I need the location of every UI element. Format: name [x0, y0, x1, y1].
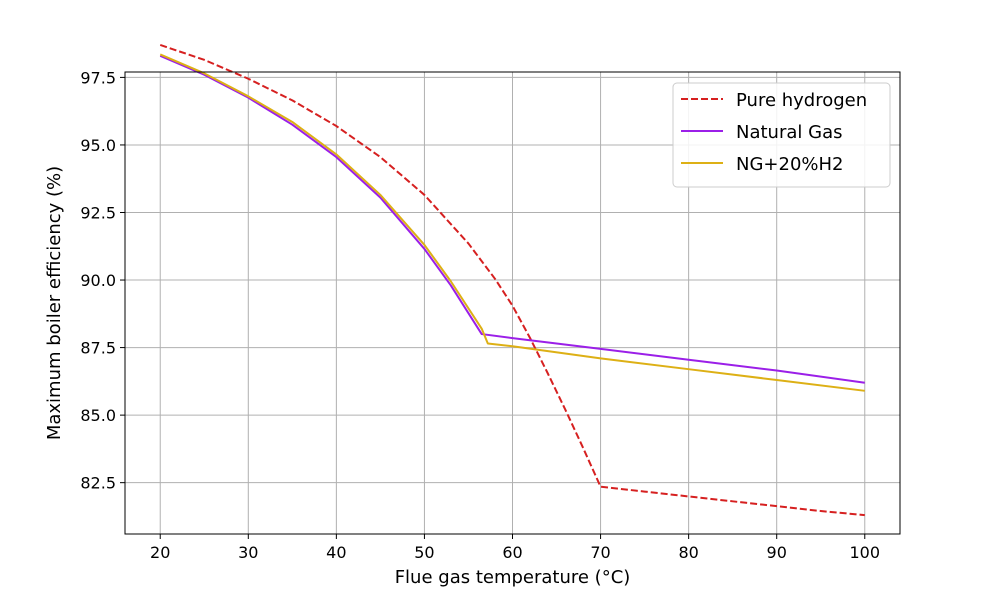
ticks: 20 30 40 50 60 70 80 90 100 82.5 85.0 87.5 90.0 92.5 9…: [80, 68, 880, 562]
series-group: [159, 44, 865, 517]
y-tick-label: 95.0: [80, 136, 116, 155]
legend-label: Natural Gas: [736, 122, 842, 143]
x-tick-label: 90: [767, 543, 787, 562]
y-tick-label: 82.5: [80, 474, 116, 493]
x-tick-label: 40: [326, 543, 346, 562]
series-line-2: [159, 53, 865, 392]
series-line-1: [159, 54, 865, 384]
x-axis-label: Flue gas temperature (°C): [395, 567, 631, 588]
y-axis-label: Maximum boiler efficiency (%): [44, 166, 65, 440]
x-tick-label: 20: [150, 543, 170, 562]
x-tick-label: 80: [678, 543, 698, 562]
x-tick-label: 100: [849, 543, 880, 562]
x-tick-label: 60: [502, 543, 522, 562]
legend-label: NG+20%H2: [736, 154, 844, 175]
x-tick-label: 70: [590, 543, 610, 562]
x-tick-label: 50: [414, 543, 434, 562]
y-tick-label: 92.5: [80, 203, 116, 222]
y-tick-label: 97.5: [80, 68, 116, 87]
y-tick-label: 90.0: [80, 271, 116, 290]
legend-label: Pure hydrogen: [736, 90, 867, 111]
legend-box: [672, 82, 891, 188]
legend: Pure hydrogen Natural Gas NG+20%H2: [672, 82, 891, 188]
series-line-0: [159, 44, 865, 517]
x-tick-label: 30: [238, 543, 258, 562]
y-tick-label: 85.0: [80, 406, 116, 425]
y-tick-label: 87.5: [80, 339, 116, 358]
